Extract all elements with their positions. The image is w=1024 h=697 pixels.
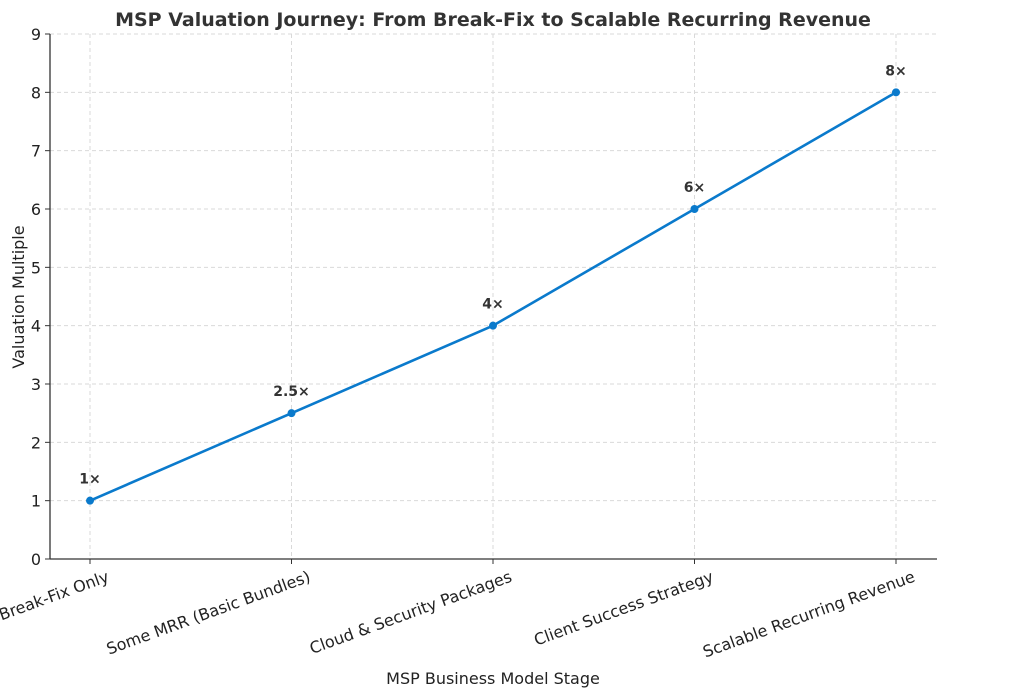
data-point-marker bbox=[287, 409, 296, 418]
y-tick-label: 4 bbox=[31, 317, 41, 336]
y-tick-label: 9 bbox=[31, 25, 41, 44]
data-label: 2.5× bbox=[273, 384, 310, 400]
data-labels: 1× 2.5× 4× 6× 8× bbox=[79, 63, 906, 487]
y-tick-label: 0 bbox=[31, 550, 41, 569]
data-label: 1× bbox=[79, 472, 100, 488]
y-tick-label: 2 bbox=[31, 433, 41, 452]
y-axis-label: Valuation Multiple bbox=[9, 225, 28, 368]
y-tick-label: 3 bbox=[31, 375, 41, 394]
data-label: 8× bbox=[885, 63, 906, 79]
x-tick-label: Cloud & Security Packages bbox=[307, 567, 514, 658]
data-point-marker bbox=[86, 496, 94, 505]
data-point-marker bbox=[489, 321, 497, 330]
series-line bbox=[86, 88, 900, 505]
data-label: 6× bbox=[684, 180, 705, 196]
x-tick-label: Break-Fix Only bbox=[0, 567, 111, 624]
data-point-marker bbox=[690, 205, 699, 213]
x-tick-label: Some MRR (Basic Bundles) bbox=[104, 567, 313, 659]
chart-title: MSP Valuation Journey: From Break-Fix to… bbox=[115, 9, 871, 31]
x-tick-label: Client Success Strategy bbox=[531, 567, 716, 650]
x-tick-label: Scalable Recurring Revenue bbox=[700, 567, 917, 662]
y-tick-label: 1 bbox=[31, 492, 41, 511]
data-label: 4× bbox=[482, 297, 503, 313]
data-point-marker bbox=[892, 88, 900, 97]
y-tick-label: 6 bbox=[31, 200, 41, 219]
y-tick-label: 7 bbox=[31, 142, 41, 161]
y-tick-label: 8 bbox=[31, 83, 41, 102]
y-ticks: 0 1 2 3 4 5 6 7 8 9 bbox=[31, 25, 50, 569]
x-axis-label: MSP Business Model Stage bbox=[386, 669, 600, 688]
y-tick-label: 5 bbox=[31, 258, 41, 277]
